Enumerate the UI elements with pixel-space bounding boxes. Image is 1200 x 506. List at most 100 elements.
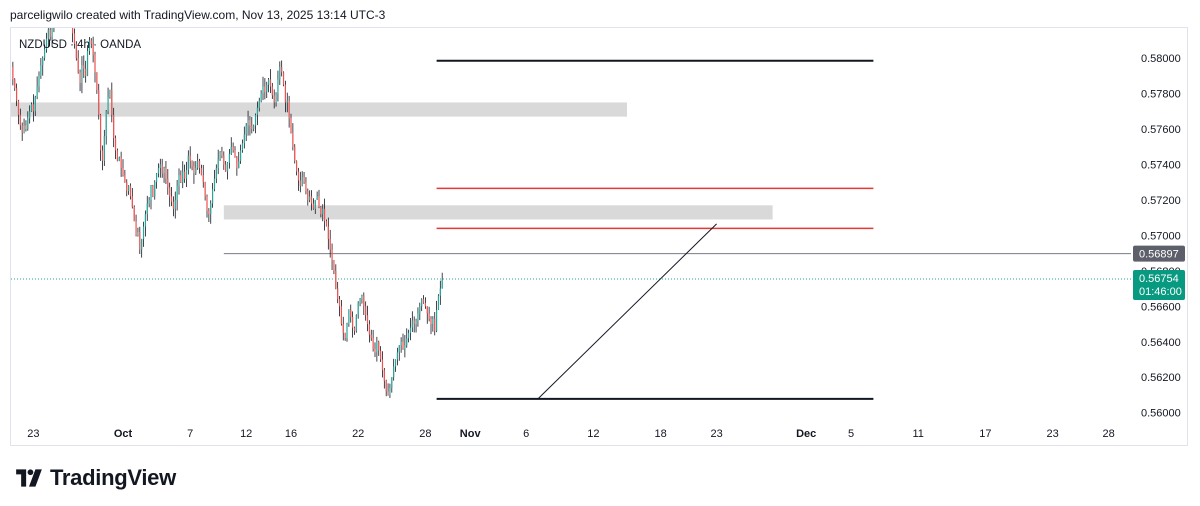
candle-body [411,320,413,328]
price-tick-label: 0.57400 [1141,160,1181,172]
candle-body [135,221,137,236]
candle-body [351,316,354,328]
current-price-label: 0.56754 [1139,273,1179,285]
candle-body [137,231,139,236]
candle-body [49,29,51,37]
candle-body [152,185,154,197]
time-tick-label: 12 [587,428,599,440]
candle-body [98,90,100,115]
candle-body [85,68,87,76]
candle-body [305,182,307,192]
candle-body [387,391,389,395]
candle-body [409,327,412,333]
candle-body [195,168,197,174]
chart-frame[interactable]: 0.58000 0.57800 0.57600 0.57400 0.57200 0.570… [10,27,1188,446]
candle-body [422,299,425,303]
candle-body [25,125,27,130]
candle-body [404,345,406,349]
time-tick-label: Dec [796,428,816,440]
time-tick-label: 11 [912,428,923,440]
candle-body [12,67,14,80]
price-axis: 0.58000 0.57800 0.57600 0.57400 0.57200 0.570… [1131,28,1187,420]
candle-body [434,318,436,332]
current-price-badge [1133,270,1185,301]
candle-body [75,43,77,59]
price-tick-label: 0.57200 [1141,195,1181,207]
time-tick-label: 23 [710,428,722,440]
candle-body [204,182,206,197]
candle-body [398,345,400,353]
candle-body [426,306,428,314]
candle-body [424,302,427,307]
bar-countdown-label: 01:46:00 [1139,286,1182,298]
candle-body [120,157,122,169]
price-chart[interactable]: 0.58000 0.57800 0.57600 0.57400 0.57200 0.570… [11,28,1187,445]
candle-body [379,350,382,360]
candle-body [127,185,130,192]
candle-body [281,67,283,73]
price-tick-label: 0.56000 [1141,408,1181,420]
candle-body [223,155,225,165]
candle-body [430,318,432,325]
candle-body [236,157,238,169]
candle-body [441,279,443,289]
candle-body [139,231,141,250]
candle-body [15,88,18,101]
candle-body [86,51,89,76]
horizontal-levels [11,59,1131,400]
candle-body [428,313,430,319]
time-tick-label: 17 [979,428,991,440]
tradingview-logo[interactable]: TradingView [14,465,176,491]
zone-rect [223,205,773,220]
candle-body [297,171,300,181]
candle-body [215,168,217,179]
candle-body [389,387,391,395]
candle-body [23,125,25,133]
time-tick-label: Nov [460,428,482,440]
candle-body [335,270,337,289]
candle-body [295,160,298,172]
time-tick-label: 22 [352,428,364,440]
candle-body [251,125,253,130]
candle-body [197,160,199,169]
candle-body [396,352,399,360]
candle-body [133,207,135,222]
candlestick-series [12,28,443,398]
candle-body [230,146,232,154]
candle-body [51,28,53,37]
candle-body [88,40,91,52]
candle-body [150,185,152,200]
candle-body [17,100,20,115]
candle-body [29,111,31,119]
candle-body [42,58,44,66]
candle-body [167,178,169,188]
trendline-layer [537,223,717,400]
candle-body [163,168,165,174]
candle-body [400,341,402,346]
candle-body [157,168,160,174]
candle-body [131,196,133,208]
candle-body [21,125,23,133]
candle-body [407,332,410,339]
candle-body [338,299,341,307]
candle-body [247,120,249,126]
candle-body [187,155,189,170]
candle-body [228,153,231,163]
candle-body [286,100,288,103]
candle-body [71,28,74,34]
price-tick-label: 0.57800 [1141,89,1181,101]
candle-body [275,93,277,103]
candle-body [337,288,339,300]
candle-body [342,324,344,333]
candle-body [27,118,29,130]
time-tick-label: 16 [285,428,297,440]
candle-body [365,306,367,316]
candle-body [406,338,408,346]
candle-body [279,67,281,80]
candle-body [402,341,404,349]
marker-price-badge [1133,245,1185,262]
time-tick-label: 28 [419,428,431,440]
time-tick-label: 6 [523,428,529,440]
candle-body [90,40,92,44]
candle-body [118,157,120,161]
